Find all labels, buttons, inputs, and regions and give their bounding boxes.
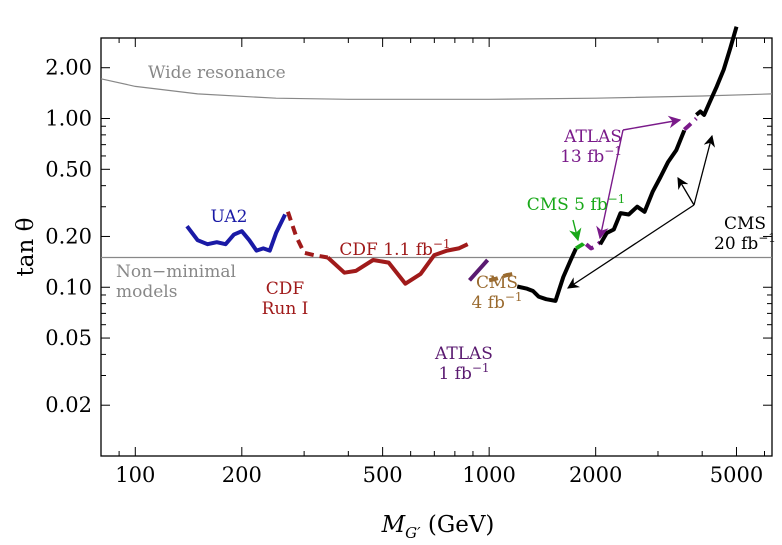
x-tick-label: 100 <box>115 463 155 487</box>
x-axis-title: MG′ (GeV) <box>381 512 495 542</box>
y-axis-title: tan θ <box>13 218 39 277</box>
y-tick-label: 0.02 <box>45 393 92 417</box>
series-line <box>574 238 588 251</box>
series-label: CDF Run I <box>262 279 309 319</box>
cms20-arrow-low <box>567 204 695 289</box>
series-labels: UA2 CDF Run I CDF 1.1 fb−1 ATLAS 1 fb−1 CMS 4 f… <box>211 127 776 384</box>
x-tick-label: 5000 <box>710 463 763 487</box>
series-label: CMS 4 fb−1 <box>471 273 522 313</box>
cms5-arrow <box>569 219 582 242</box>
y-tick-label: 0.20 <box>45 224 92 248</box>
series-line <box>682 117 698 132</box>
series-line <box>598 129 687 246</box>
y-tick-label: 2.00 <box>45 56 92 80</box>
series-label: CMS 20 fb−1 <box>714 214 776 254</box>
cms20-arrow-top <box>693 134 716 206</box>
series-line <box>185 213 287 253</box>
series-layer <box>185 26 739 303</box>
x-tick-label: 500 <box>363 463 403 487</box>
x-tick-label: 1000 <box>462 463 515 487</box>
series-line <box>584 240 602 251</box>
series-line <box>286 211 329 260</box>
x-tick-label: 200 <box>222 463 262 487</box>
x-axis: 100 200 500 1000 2000 5000 <box>100 38 766 487</box>
cms20-arrow-mid <box>677 176 695 206</box>
y-tick-label: 1.00 <box>45 107 92 131</box>
series-label: CMS 5 fb−1 <box>527 192 626 215</box>
y-axis: 0.02 0.05 0.10 0.20 0.50 1.00 2.00 <box>45 37 772 457</box>
series-line <box>695 26 739 117</box>
series-label: CDF 1.1 fb−1 <box>339 237 450 260</box>
reference-line <box>100 78 773 100</box>
series-line <box>488 271 514 283</box>
series-label: ATLAS 1 fb−1 <box>434 344 493 384</box>
series-label: ATLAS 13 fb−1 <box>560 127 622 167</box>
series-label: UA2 <box>211 207 248 227</box>
y-tick-label: 0.05 <box>45 326 92 350</box>
plot-frame <box>100 37 773 457</box>
reference-lines: Wide resonance Non−minimal models <box>100 63 773 302</box>
x-tick-label: 2000 <box>569 463 622 487</box>
y-tick-label: 0.10 <box>45 275 92 299</box>
reference-line-label: Non−minimal models <box>116 262 236 302</box>
x-axis-title-subscript: G′ <box>405 524 421 542</box>
y-tick-label: 0.50 <box>45 157 92 181</box>
reference-line-label: Wide resonance <box>148 63 286 83</box>
series-line <box>326 242 469 286</box>
series-line <box>468 258 490 282</box>
x-axis-title-symbol: M <box>381 512 407 538</box>
series-line <box>516 247 578 303</box>
atlas13-arrow-upper <box>622 115 682 131</box>
annotation-arrows <box>567 115 716 289</box>
x-axis-title-unit: (GeV) <box>421 512 495 538</box>
atlas13-arrow-lower <box>596 129 624 240</box>
